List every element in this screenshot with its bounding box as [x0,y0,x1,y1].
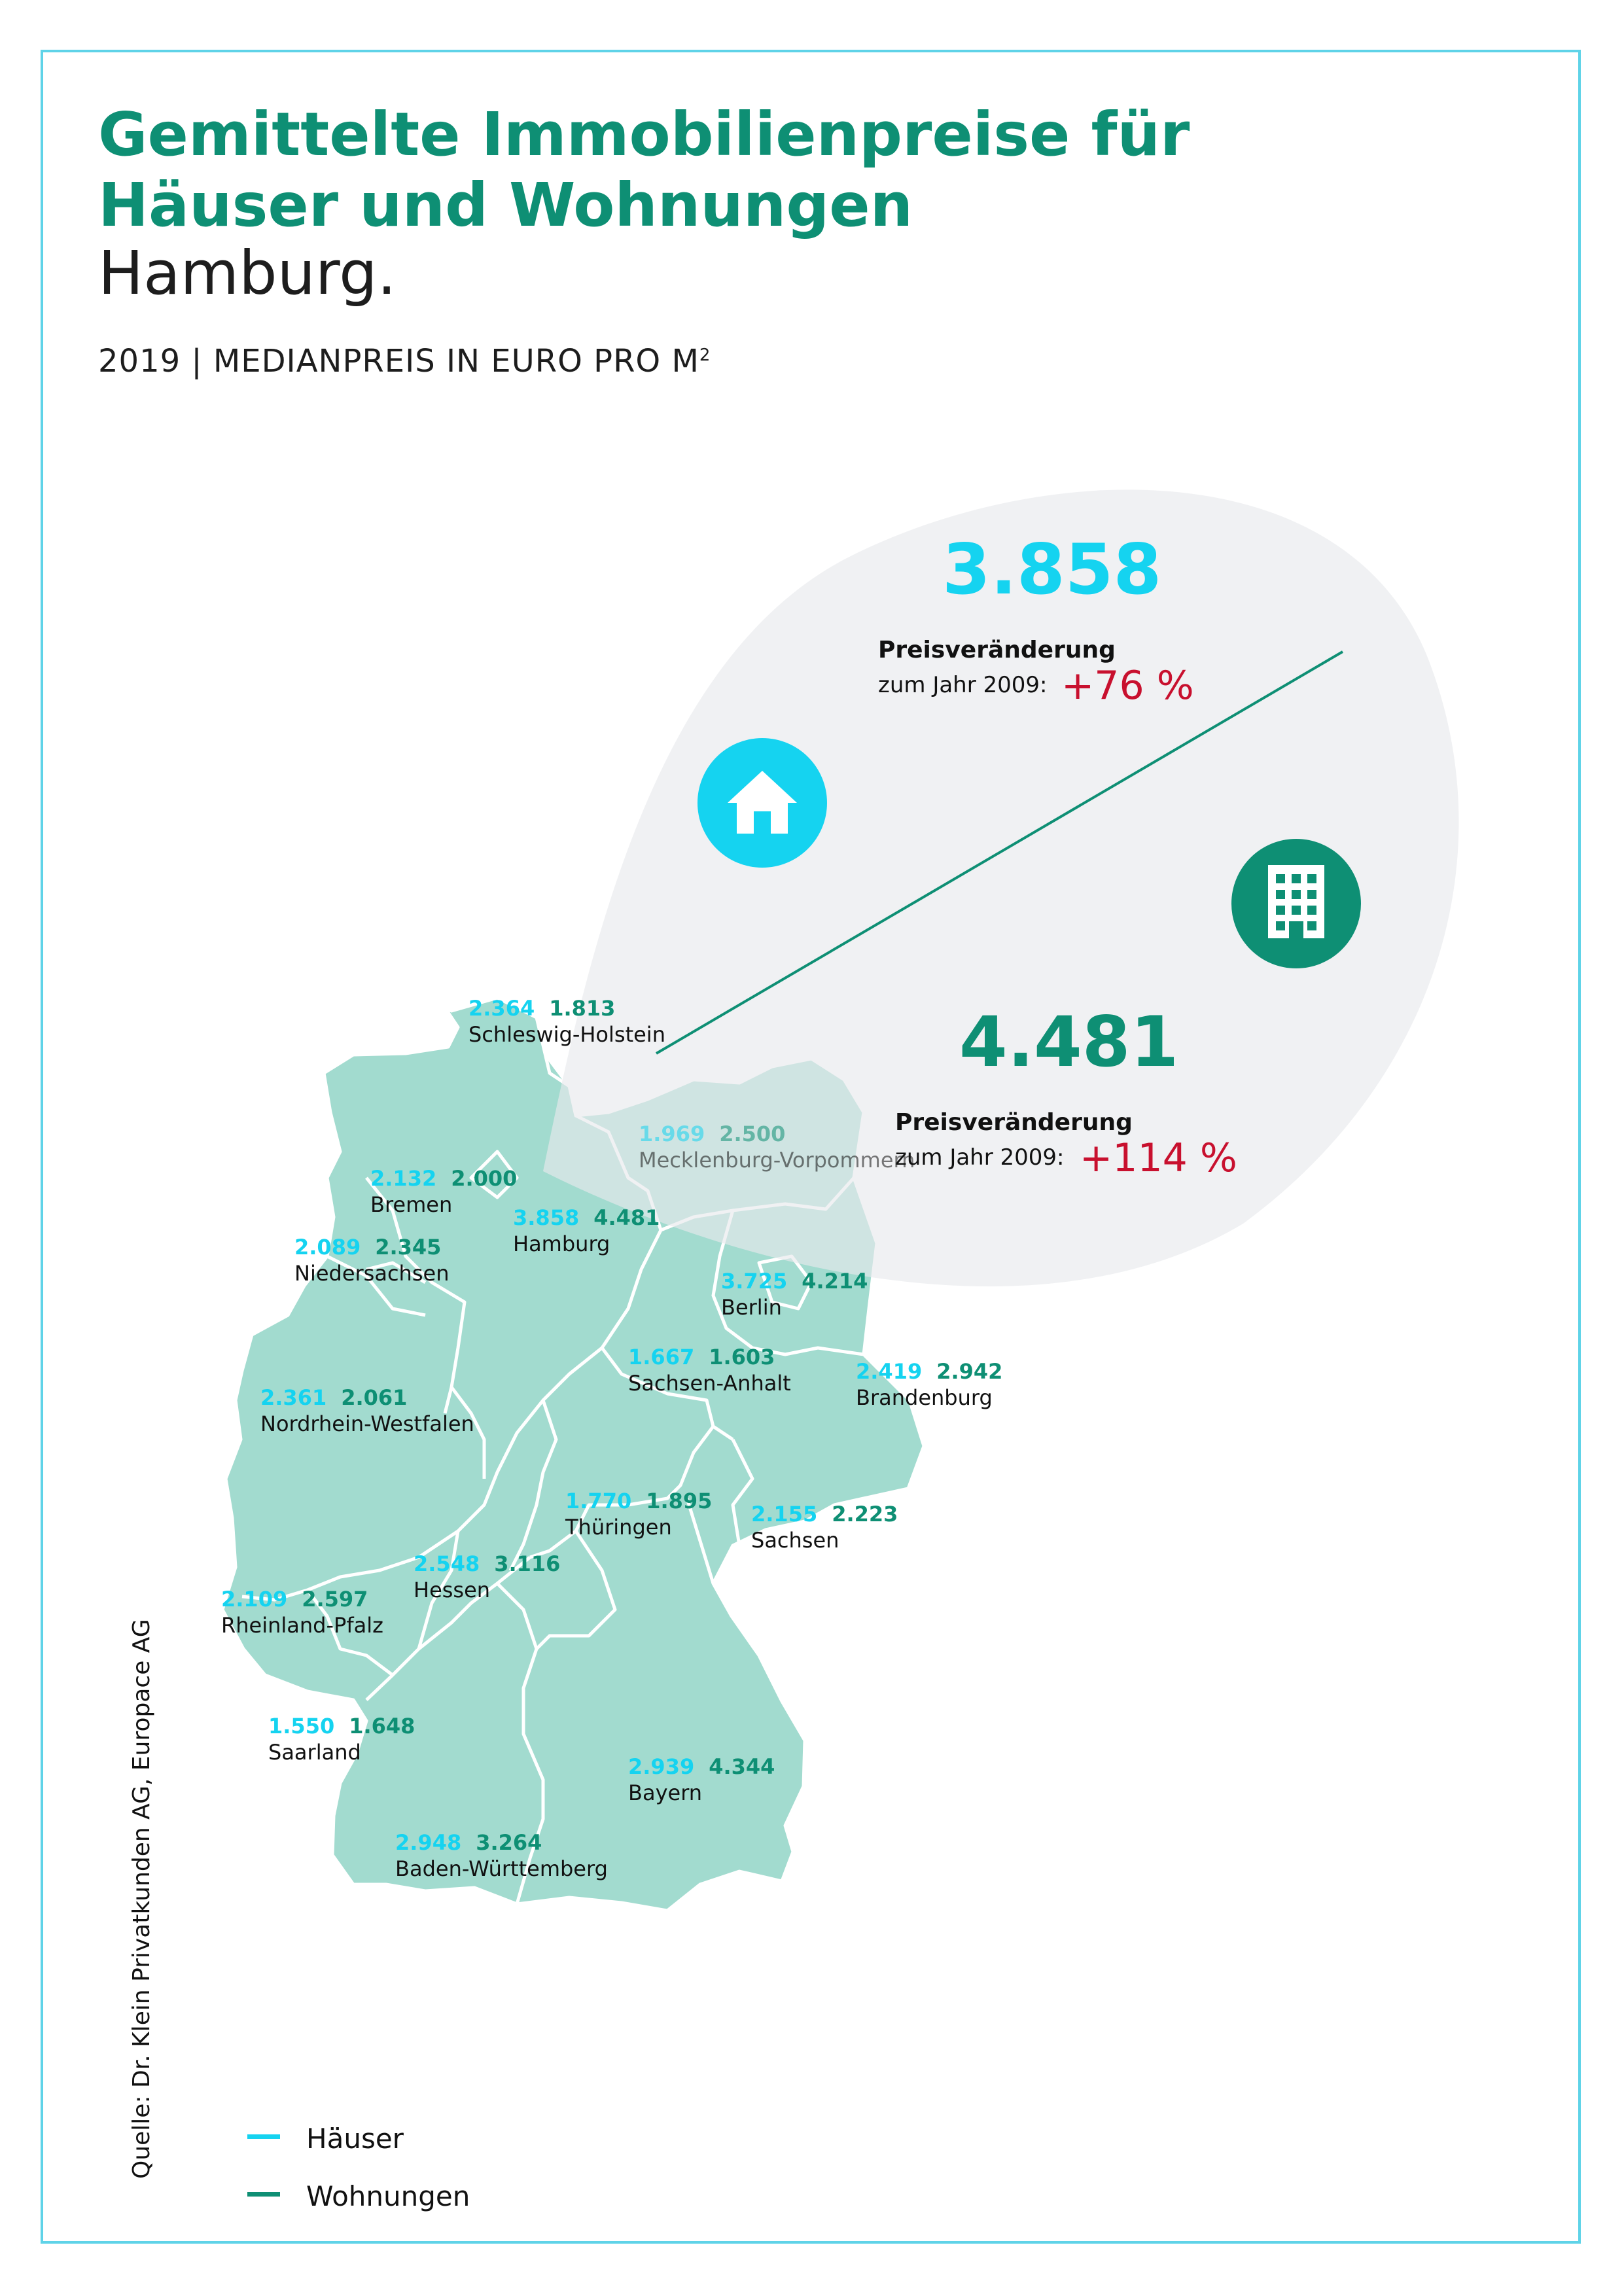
houses-change-since: zum Jahr 2009: [878,672,1048,698]
state-name: Hessen [414,1578,491,1602]
state-houses-value: 2.361 [260,1385,327,1410]
state-name: Schleswig-Holstein [468,1022,665,1047]
state-apartments-value: 2.000 [451,1166,518,1191]
legend-swatch-houses [247,2134,280,2139]
state-name: Thüringen [565,1515,672,1540]
state-label-baden-wuerttemberg: 2.948 3.264 Baden-Württemberg [395,1832,608,1879]
state-name: Bremen [370,1192,453,1217]
frame-border [41,50,1581,2244]
state-apartments-value: 3.116 [494,1551,561,1576]
legend-swatch-apartments [247,2192,280,2197]
state-label-brandenburg: 2.419 2.942 Brandenburg [856,1361,1002,1408]
state-apartments-value: 4.214 [802,1269,868,1294]
state-houses-value: 2.419 [856,1359,923,1384]
state-name: Saarland [268,1740,361,1765]
state-name: Berlin [721,1295,782,1320]
state-name: Baden-Württemberg [395,1856,608,1881]
state-label-berlin: 3.725 4.214 Berlin [721,1271,868,1318]
houses-change-value: +76 % [1061,663,1194,709]
apartments-change-since: zum Jahr 2009: [895,1144,1065,1171]
state-apartments-value: 1.895 [646,1489,713,1513]
state-name: Hamburg [513,1231,610,1256]
state-name: Nordrhein-Westfalen [260,1411,474,1436]
state-label-thueringen: 1.770 1.895 Thüringen [565,1491,712,1538]
state-apartments-value: 2.500 [719,1122,786,1146]
hamburg-callout-bubble [543,489,1459,1286]
apartments-change-label: Preisveränderung [895,1109,1133,1136]
title-line-1: Gemittelte Immobilienpreise für [98,99,1190,169]
houses-change-label: Preisveränderung [878,637,1116,663]
state-label-saarland: 1.550 1.648 Saarland [268,1716,415,1763]
state-name: Rheinland-Pfalz [221,1613,383,1638]
state-name: Brandenburg [856,1385,993,1410]
state-label-rheinland-pfalz: 2.109 2.597 Rheinland-Pfalz [221,1589,383,1636]
state-apartments-value: 4.344 [709,1754,775,1779]
state-apartments-value: 2.345 [375,1235,442,1260]
title-city: Hamburg. [98,238,397,308]
state-houses-value: 2.089 [294,1235,361,1260]
state-houses-value: 2.109 [221,1587,288,1612]
state-houses-value: 2.939 [628,1754,695,1779]
state-label-bremen: 2.132 2.000 Bremen [370,1168,517,1215]
callout-divider-line [655,650,1344,1055]
state-apartments-value: 2.942 [936,1359,1003,1384]
source-note: Quelle: Dr. Klein Privatkunden AG, Europ… [128,1619,155,2179]
state-apartments-value: 2.597 [302,1587,368,1612]
state-label-nordrhein-westfalen: 2.361 2.061 Nordrhein-Westfalen [260,1387,474,1434]
state-apartments-value: 1.603 [709,1345,775,1369]
legend-label-apartments: Wohnungen [306,2180,470,2212]
state-houses-value: 2.948 [395,1830,462,1855]
state-houses-value: 3.858 [513,1205,580,1230]
state-houses-value: 1.770 [565,1489,632,1513]
state-houses-value: 1.667 [628,1345,695,1369]
hamburg-apartments-price: 4.481 [959,1002,1179,1082]
title-line-2: Häuser und Wohnungen [98,170,913,240]
state-houses-value: 2.364 [468,996,535,1021]
state-label-schleswig-holstein: 2.364 1.813 Schleswig-Holstein [468,998,665,1045]
state-label-hessen: 2.548 3.116 Hessen [414,1553,560,1600]
state-name: Bayern [628,1780,703,1805]
hamburg-houses-price: 3.858 [942,529,1162,610]
legend-label-houses: Häuser [306,2123,404,2155]
state-houses-value: 2.132 [370,1166,437,1191]
state-houses-value: 1.969 [639,1122,705,1146]
state-apartments-value: 1.813 [549,996,616,1021]
subtitle-text: 2019 | MEDIANPREIS IN EURO PRO M [98,343,699,380]
state-label-bayern: 2.939 4.344 Bayern [628,1756,775,1803]
subtitle-superscript: 2 [699,345,711,365]
subtitle: 2019 | MEDIANPREIS IN EURO PRO M2 [98,345,711,377]
house-icon [697,738,827,868]
state-houses-value: 3.725 [721,1269,788,1294]
state-houses-value: 2.548 [414,1551,480,1576]
state-apartments-value: 1.648 [349,1714,415,1739]
state-name: Mecklenburg-Vorpommern [639,1148,915,1173]
state-houses-value: 1.550 [268,1714,335,1739]
state-apartments-value: 2.223 [832,1502,898,1527]
state-label-mecklenburg-vorpommern: 1.969 2.500 Mecklenburg-Vorpommern [639,1123,915,1171]
state-label-hamburg: 3.858 4.481 Hamburg [513,1207,660,1254]
state-name: Niedersachsen [294,1261,450,1286]
state-name: Sachsen-Anhalt [628,1371,791,1396]
state-label-niedersachsen: 2.089 2.345 Niedersachsen [294,1237,449,1284]
state-apartments-value: 4.481 [593,1205,660,1230]
apartments-change-value: +114 % [1080,1135,1237,1181]
state-houses-value: 2.155 [751,1502,818,1527]
state-borders [241,1017,864,1905]
building-icon [1231,839,1361,968]
state-label-sachsen: 2.155 2.223 Sachsen [751,1504,898,1551]
state-name: Sachsen [751,1528,839,1553]
state-label-sachsen-anhalt: 1.667 1.603 Sachsen-Anhalt [628,1347,791,1394]
state-apartments-value: 3.264 [476,1830,542,1855]
state-apartments-value: 2.061 [341,1385,408,1410]
